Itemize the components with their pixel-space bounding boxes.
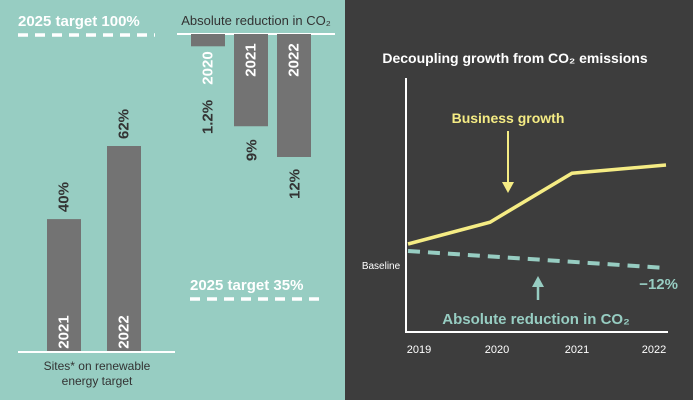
reduction-series-label: Absolute reduction in CO₂ [442, 311, 630, 328]
co2-bar-value-label: 9% [244, 139, 261, 161]
target-35-label: 2025 target 35% [190, 277, 303, 294]
series-line-co2-reduction [407, 249, 667, 270]
x-tick-label: 2021 [565, 344, 589, 356]
co2-bar-value-label: 1.2% [200, 100, 217, 134]
co2-bar-2021 [234, 34, 268, 127]
series-line-business-growth [407, 163, 667, 246]
line-chart-axes [405, 78, 668, 333]
arrow-down-icon-head [502, 182, 514, 193]
reduction-end-label: −12% [639, 276, 678, 293]
co2-bar-year-label: 2021 [243, 43, 260, 76]
baseline-label: Baseline [362, 261, 401, 272]
business-growth-label: Business growth [452, 110, 565, 126]
co2-bar-year-label: 2022 [286, 43, 303, 76]
x-tick-label: 2019 [407, 344, 431, 356]
caption-line-2: energy target [62, 374, 133, 388]
caption-line-1: Sites* on renewable [44, 359, 151, 373]
line-chart-title: Decoupling growth from CO₂ emissions [382, 50, 647, 66]
co2-bar-2020 [191, 34, 225, 47]
right-panel [345, 0, 693, 400]
co2-bar-2022 [277, 34, 311, 157]
co2-bar-year-label: 2020 [200, 51, 217, 84]
x-tick-label: 2020 [485, 344, 509, 356]
co2-bar-value-label: 12% [287, 169, 304, 199]
bar-2022 [107, 146, 141, 352]
co2-chart-title: Absolute reduction in CO₂ [181, 13, 331, 28]
x-tick-label: 2022 [642, 344, 666, 356]
arrow-up-icon-head [532, 276, 544, 287]
target-100-label: 2025 target 100% [18, 13, 140, 30]
bar-value-label: 62% [116, 109, 133, 139]
bar-year-label: 2021 [56, 315, 73, 348]
bar-2021 [47, 219, 81, 352]
bar-year-label: 2022 [116, 315, 133, 348]
bar-value-label: 40% [56, 182, 73, 212]
